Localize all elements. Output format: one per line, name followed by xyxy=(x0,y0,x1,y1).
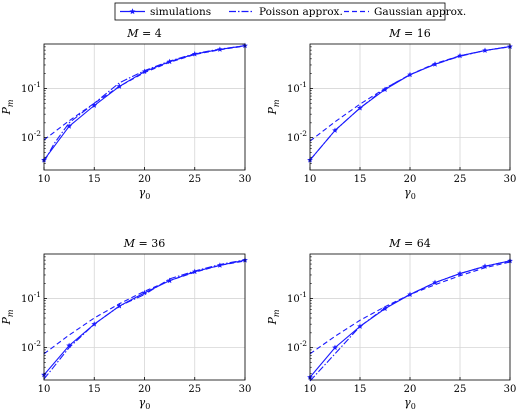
data-point xyxy=(382,86,388,92)
data-point xyxy=(66,123,72,129)
legend: simulations Poisson approx. Gaussian appro… xyxy=(114,2,466,21)
chart-panel: 10 15 20 25 30 10-2 10-1 M = 36 γ0 Pm xyxy=(0,237,251,411)
series-line-poisson-approx xyxy=(43,45,246,163)
x-tick-label: 25 xyxy=(454,174,467,185)
chart-panel: 10 15 20 25 30 10-2 10-1 M = 4 γ0 Pm xyxy=(0,27,251,201)
x-tick-label: 15 xyxy=(354,174,367,185)
x-tick-label: 15 xyxy=(88,384,101,395)
x-tick-label: 25 xyxy=(188,384,201,395)
x-tick-label: 20 xyxy=(404,174,417,185)
x-tick-label: 25 xyxy=(188,174,201,185)
x-tick-label: 30 xyxy=(239,384,252,395)
x-tick-label: 15 xyxy=(88,174,101,185)
x-tick-label: 15 xyxy=(354,384,367,395)
x-tick-label: 25 xyxy=(454,384,467,395)
x-axis-label: γ0 xyxy=(139,396,151,411)
x-tick-label: 20 xyxy=(404,384,417,395)
legend-label: Poisson approx. xyxy=(259,6,343,18)
x-tick-label: 30 xyxy=(504,174,517,185)
y-axis-label: Pm xyxy=(0,99,15,115)
series-line-poisson-approx xyxy=(309,260,511,382)
x-axis-label: γ0 xyxy=(404,186,416,201)
y-tick-label: 10-2 xyxy=(287,339,307,354)
legend-box xyxy=(114,2,446,21)
y-tick-label: 10-1 xyxy=(287,290,307,305)
y-tick-label: 10-1 xyxy=(287,80,307,95)
x-tick-label: 10 xyxy=(304,174,317,185)
data-point xyxy=(217,262,223,268)
y-tick-label: 10-2 xyxy=(21,129,41,144)
series-line-gaussian-approx xyxy=(309,46,511,142)
series-line-poisson-approx xyxy=(309,46,511,161)
legend-label: simulations xyxy=(150,6,211,18)
chart-panel: 10 15 20 25 30 10-2 10-1 M = 64 γ0 Pm xyxy=(266,237,516,411)
legend-entry: Poisson approx. xyxy=(229,6,343,18)
x-axis-label: γ0 xyxy=(404,396,416,411)
y-axis-label: Pm xyxy=(266,309,281,325)
data-point xyxy=(141,68,148,75)
y-axis-label: Pm xyxy=(266,99,281,115)
panel-title: M = 16 xyxy=(388,27,430,40)
y-tick-label: 10-2 xyxy=(21,339,41,354)
panel-title: M = 36 xyxy=(123,237,165,250)
y-axis-label: Pm xyxy=(0,309,15,325)
data-point xyxy=(91,102,98,108)
y-tick-label: 10-2 xyxy=(287,129,307,144)
series-line-poisson-approx xyxy=(43,259,246,380)
y-tick-label: 10-1 xyxy=(21,80,41,95)
legend-label: Gaussian approx. xyxy=(374,6,466,18)
chart-panel: 10 15 20 25 30 10-2 10-1 M = 16 γ0 Pm xyxy=(266,27,516,201)
x-tick-label: 30 xyxy=(504,384,517,395)
legend-entry: Gaussian approx. xyxy=(344,6,466,18)
series-line-gaussian-approx xyxy=(43,45,246,141)
series-line-gaussian-approx xyxy=(309,261,511,355)
data-point xyxy=(482,47,488,53)
x-tick-label: 30 xyxy=(239,174,252,185)
x-tick-label: 20 xyxy=(138,384,151,395)
x-axis-label: γ0 xyxy=(139,186,151,201)
x-tick-label: 10 xyxy=(38,174,51,185)
panel-title: M = 4 xyxy=(126,27,161,40)
series-line-gaussian-approx xyxy=(43,260,246,355)
chart-panels: 10 15 20 25 30 10-2 10-1 M = 4 γ0 Pm 10 15 20 25 30 10-… xyxy=(0,27,516,411)
data-point xyxy=(332,344,338,351)
panel-title: M = 64 xyxy=(388,237,430,250)
y-tick-label: 10-1 xyxy=(21,290,41,305)
legend-marker xyxy=(129,8,136,15)
x-tick-label: 20 xyxy=(138,174,151,185)
x-tick-label: 10 xyxy=(304,384,317,395)
legend-entry: simulations xyxy=(120,6,211,18)
x-tick-label: 10 xyxy=(38,384,51,395)
